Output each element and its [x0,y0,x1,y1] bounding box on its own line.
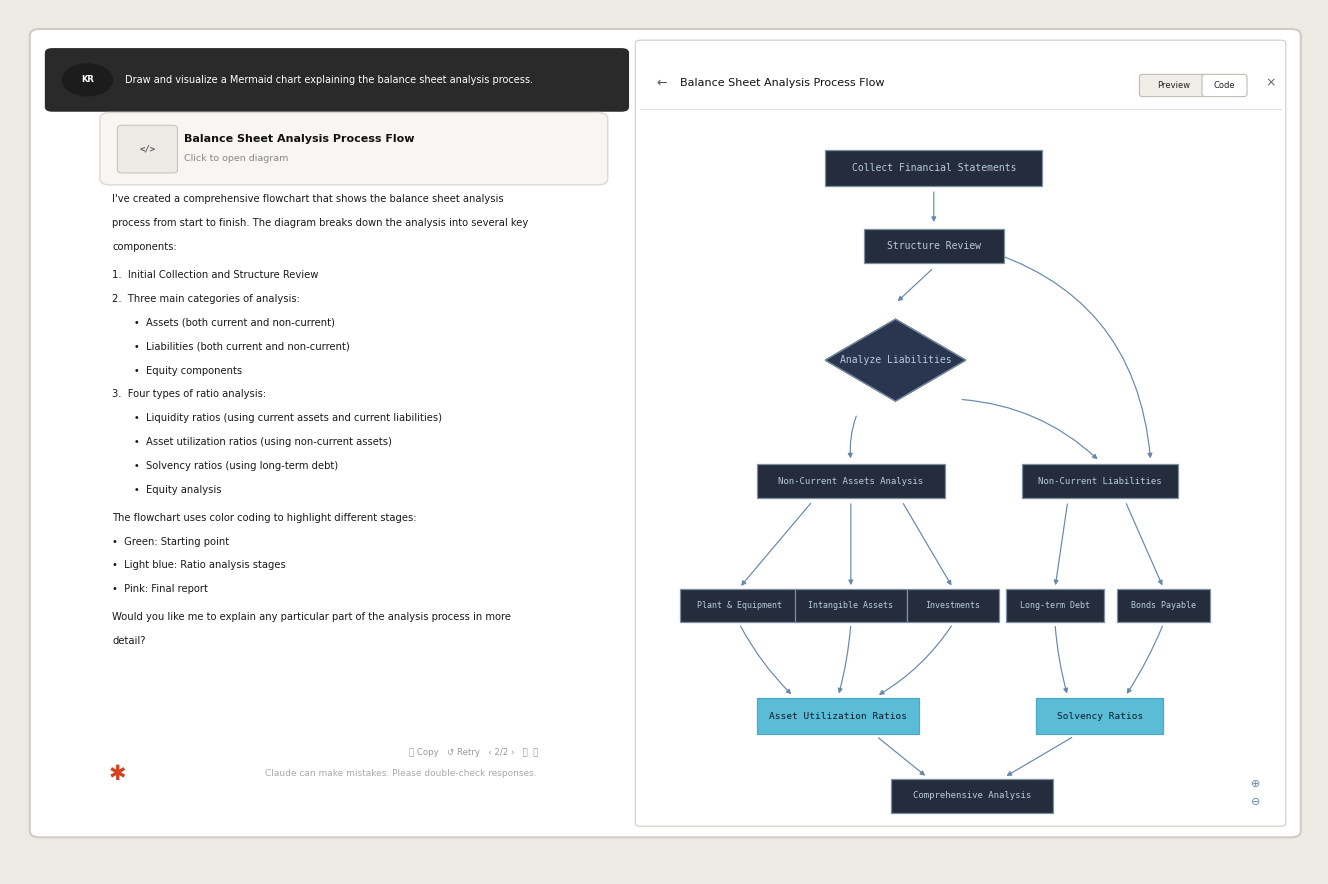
Text: •  Light blue: Ratio analysis stages: • Light blue: Ratio analysis stages [113,560,286,570]
Text: •  Liabilities (both current and non-current): • Liabilities (both current and non-curr… [113,341,351,352]
Text: Claude can make mistakes. Please double-check responses.: Claude can make mistakes. Please double-… [266,769,537,778]
Text: •  Equity components: • Equity components [113,366,243,376]
Text: components:: components: [113,242,177,252]
Text: ✱: ✱ [109,764,126,784]
FancyArrowPatch shape [849,416,857,457]
FancyArrowPatch shape [1127,626,1162,693]
FancyArrowPatch shape [880,626,951,694]
FancyBboxPatch shape [863,229,1004,263]
FancyArrowPatch shape [741,626,790,693]
FancyBboxPatch shape [1005,590,1105,622]
Text: 1.  Initial Collection and Structure Review: 1. Initial Collection and Structure Revi… [113,271,319,280]
Text: Non-Current Liabilities: Non-Current Liabilities [1038,476,1162,485]
FancyBboxPatch shape [45,48,629,111]
Text: ×: × [1266,77,1276,89]
FancyBboxPatch shape [680,590,798,622]
Text: •  Solvency ratios (using long-term debt): • Solvency ratios (using long-term debt) [113,461,339,471]
FancyBboxPatch shape [825,150,1042,186]
FancyBboxPatch shape [1021,464,1178,499]
Text: KR: KR [81,75,94,84]
Text: Code: Code [1214,81,1235,90]
Text: •  Asset utilization ratios (using non-current assets): • Asset utilization ratios (using non-cu… [113,438,392,447]
Text: Structure Review: Structure Review [887,241,981,251]
Text: Long-term Debt: Long-term Debt [1020,601,1090,610]
FancyBboxPatch shape [795,590,907,622]
FancyBboxPatch shape [757,698,919,734]
Text: ⎘ Copy   ↺ Retry   ‹ 2/2 ›   👍  👎: ⎘ Copy ↺ Retry ‹ 2/2 › 👍 👎 [409,749,538,758]
FancyBboxPatch shape [1202,74,1247,96]
Text: Balance Sheet Analysis Process Flow: Balance Sheet Analysis Process Flow [680,78,884,88]
Text: process from start to finish. The diagram breaks down the analysis into several : process from start to finish. The diagra… [113,218,529,228]
Text: Intangible Assets: Intangible Assets [809,601,894,610]
Text: •  Equity analysis: • Equity analysis [113,485,222,495]
Text: Plant & Equipment: Plant & Equipment [697,601,782,610]
Text: Would you like me to explain any particular part of the analysis process in more: Would you like me to explain any particu… [113,613,511,622]
Text: detail?: detail? [113,636,146,646]
Text: ⊕: ⊕ [1251,779,1260,789]
FancyBboxPatch shape [1036,698,1163,734]
Text: </>: </> [139,145,155,154]
Text: Balance Sheet Analysis Process Flow: Balance Sheet Analysis Process Flow [183,133,414,144]
Text: 3.  Four types of ratio analysis:: 3. Four types of ratio analysis: [113,390,267,400]
FancyBboxPatch shape [907,590,999,622]
Text: •  Assets (both current and non-current): • Assets (both current and non-current) [113,318,335,328]
Text: Analyze Liabilities: Analyze Liabilities [839,355,951,365]
Text: Click to open diagram: Click to open diagram [183,154,288,164]
Polygon shape [825,319,965,401]
FancyBboxPatch shape [100,112,608,185]
FancyBboxPatch shape [757,464,946,499]
FancyArrowPatch shape [838,627,851,692]
Circle shape [62,64,113,95]
Text: Solvency Ratios: Solvency Ratios [1057,712,1143,720]
Text: Draw and visualize a Mermaid chart explaining the balance sheet analysis process: Draw and visualize a Mermaid chart expla… [125,75,533,85]
FancyArrowPatch shape [1056,627,1068,692]
Text: Non-Current Assets Analysis: Non-Current Assets Analysis [778,476,923,485]
Text: Investments: Investments [926,601,980,610]
Text: •  Green: Starting point: • Green: Starting point [113,537,230,546]
Text: •  Pink: Final report: • Pink: Final report [113,584,208,594]
Text: •  Liquidity ratios (using current assets and current liabilities): • Liquidity ratios (using current assets… [113,414,442,423]
FancyArrowPatch shape [975,247,1151,457]
FancyBboxPatch shape [117,126,178,173]
Text: I've created a comprehensive flowchart that shows the balance sheet analysis: I've created a comprehensive flowchart t… [113,194,505,204]
Text: Bonds Payable: Bonds Payable [1131,601,1197,610]
Text: ⊖: ⊖ [1251,796,1260,806]
FancyBboxPatch shape [1117,590,1210,622]
Text: Collect Financial Statements: Collect Financial Statements [851,163,1016,173]
FancyBboxPatch shape [891,779,1053,813]
FancyBboxPatch shape [1139,74,1207,96]
Text: Asset Utilization Ratios: Asset Utilization Ratios [769,712,907,720]
Text: The flowchart uses color coding to highlight different stages:: The flowchart uses color coding to highl… [113,513,417,522]
Text: ←: ← [656,77,667,89]
Text: Comprehensive Analysis: Comprehensive Analysis [912,791,1032,800]
FancyBboxPatch shape [29,29,1301,837]
FancyArrowPatch shape [961,400,1097,459]
Text: Preview: Preview [1157,81,1190,90]
Text: 2.  Three main categories of analysis:: 2. Three main categories of analysis: [113,293,300,304]
